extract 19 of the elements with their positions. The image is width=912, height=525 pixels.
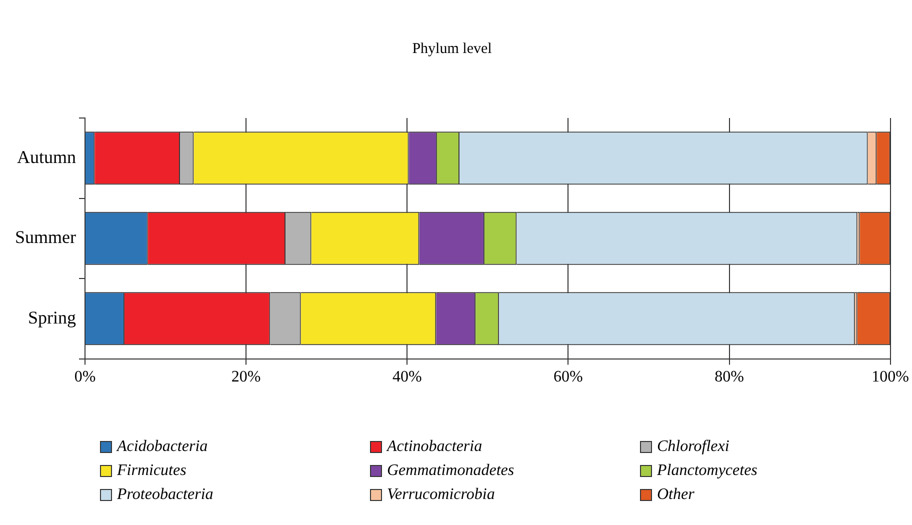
y-tick-label: Spring — [28, 307, 76, 328]
y-tick-label: Summer — [14, 227, 76, 248]
legend-label: Actinobacteria — [387, 438, 482, 456]
x-tick-label: 20% — [231, 368, 261, 386]
x-tick-label: 80% — [714, 368, 744, 386]
y-tick-label: Autumn — [16, 146, 76, 167]
legend-label: Other — [657, 486, 694, 504]
legend-label: Verrucomicrobia — [387, 486, 495, 504]
chart-title: Phylum level — [412, 40, 492, 57]
legend-label: Gemmatimonadetes — [387, 462, 514, 480]
x-tick-label: 60% — [554, 368, 583, 386]
legend-label: Acidobacteria — [117, 438, 208, 456]
x-tick-label: 40% — [392, 368, 422, 386]
legend-label: Firmicutes — [117, 462, 186, 480]
legend-label: Proteobacteria — [117, 486, 214, 504]
x-tick-label: 100% — [872, 368, 909, 386]
legend-label: Planctomycetes — [657, 462, 758, 480]
x-tick-label: 0% — [74, 368, 96, 386]
legend-label: Chloroflexi — [657, 438, 730, 456]
